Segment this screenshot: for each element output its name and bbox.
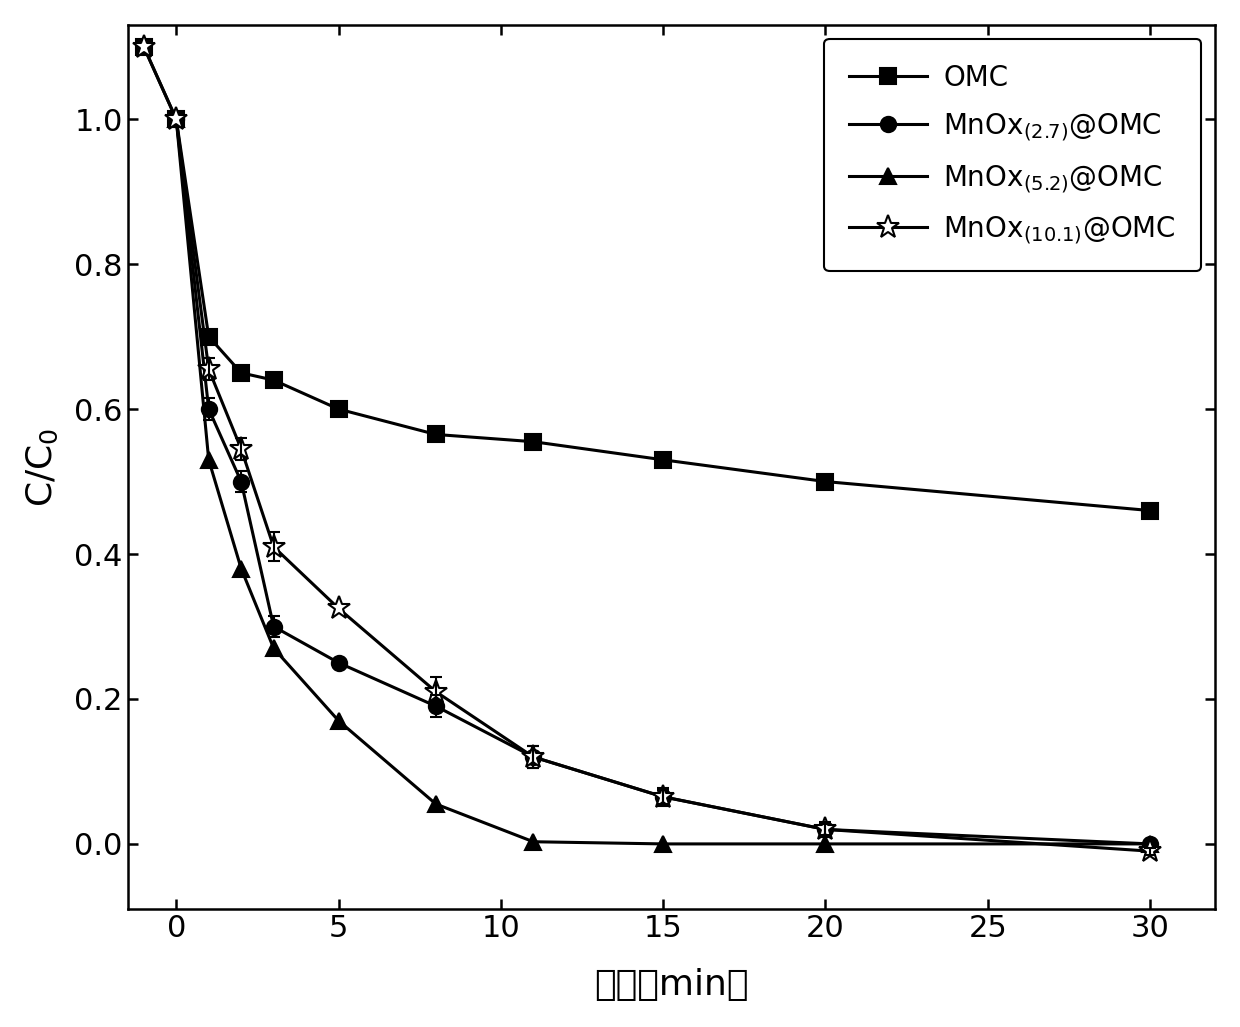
Y-axis label: C/C$_0$: C/C$_0$ — [25, 427, 61, 506]
Legend: OMC, MnOx$_{(2.7)}$@OMC, MnOx$_{(5.2)}$@OMC, MnOx$_{(10.1)}$@OMC: OMC, MnOx$_{(2.7)}$@OMC, MnOx$_{(5.2)}$@… — [825, 39, 1202, 271]
X-axis label: 时间（min）: 时间（min） — [594, 968, 749, 1002]
